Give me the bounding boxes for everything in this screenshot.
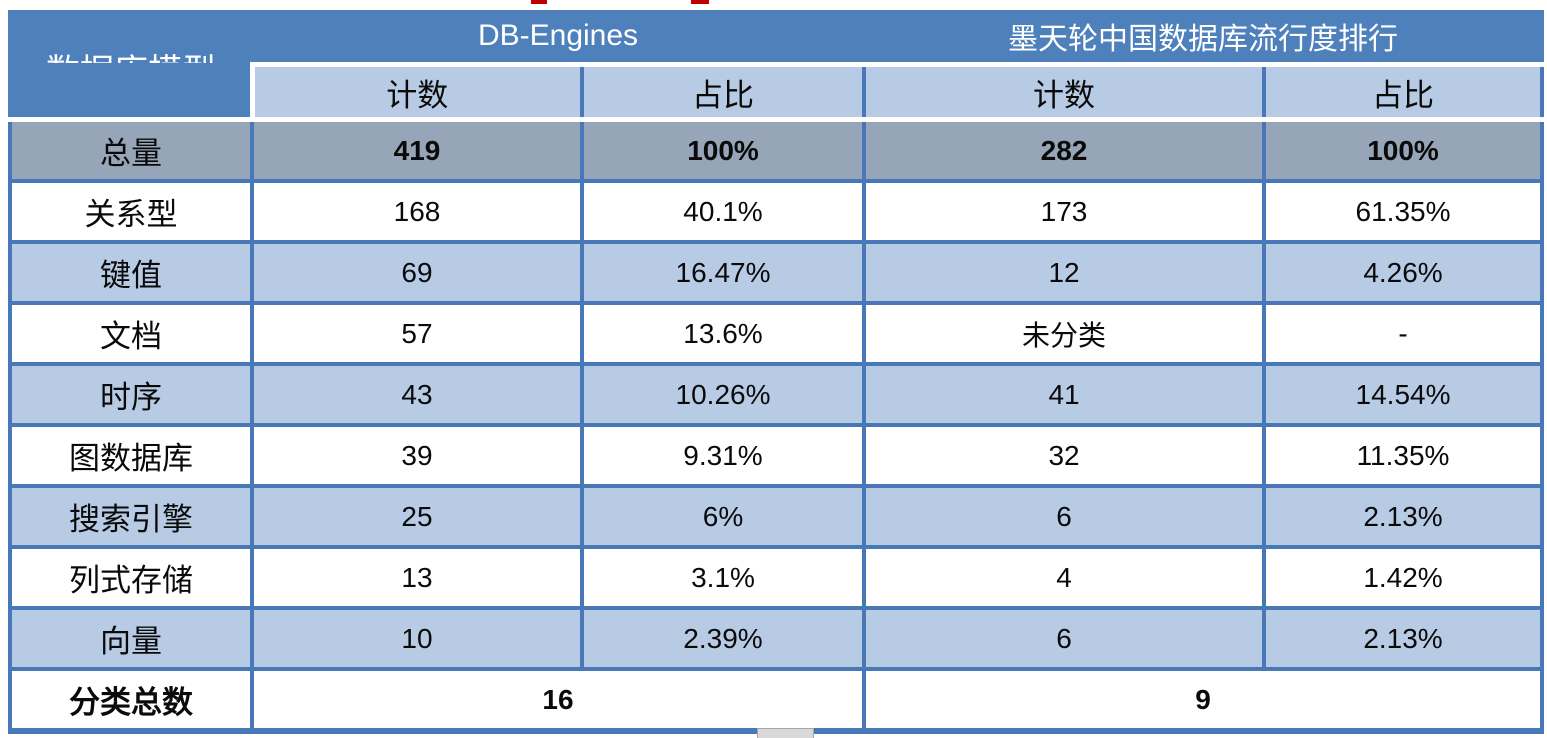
row-label: 总量 [8,119,254,183]
table-row-relational: 关系型 168 40.1% 173 61.35% [8,179,1545,244]
row-label: 列式存储 [8,545,254,610]
cell-db-count: 39 [250,423,584,488]
corner-header-spacer [8,64,255,122]
cell-mtl-count: 4 [862,545,1267,610]
cell-db-count: 25 [250,484,584,549]
table-row-time-series: 时序 43 10.26% 41 14.54% [8,362,1545,427]
cell-db-share: 13.6% [579,301,867,366]
bottom-scrollbar-fragment [757,728,814,738]
cell-mtl-count: 6 [862,484,1267,549]
cropped-red-text-fragment-left [531,0,547,4]
cell-mtl-share: 4.26% [1262,240,1545,305]
total-mtl-share: 100% [1262,119,1545,183]
total-row: 总量 419 100% 282 100% [8,119,1545,183]
table-row-graph: 图数据库 39 9.31% 32 11.35% [8,423,1545,488]
cell-mtl-count: 未分类 [862,301,1267,366]
row-label: 图数据库 [8,423,254,488]
row-label: 搜索引擎 [8,484,254,549]
total-mtl-count: 282 [862,119,1267,183]
subheader-db-engines-count: 计数 [250,64,584,122]
cell-mtl-share: 14.54% [1262,362,1545,427]
row-label: 键值 [8,240,254,305]
footer-db-category-count: 16 [249,667,867,734]
cell-mtl-share: 11.35% [1262,423,1545,488]
subheader-db-engines-share: 占比 [579,64,867,122]
row-label: 分类总数 [8,667,254,734]
corner-header-cell: 数据库模型 [8,10,254,67]
table-row-document: 文档 57 13.6% 未分类 - [8,301,1545,366]
cell-db-count: 10 [250,606,584,671]
cell-db-share: 10.26% [579,362,867,427]
subheader-motianlun-count: 计数 [862,64,1267,122]
table-row-columnar: 列式存储 13 3.1% 4 1.42% [8,545,1545,610]
total-db-count: 419 [250,119,584,183]
cell-db-share: 16.47% [579,240,867,305]
cropped-red-text-fragment-right [691,0,709,4]
cell-mtl-share: 2.13% [1262,484,1545,549]
cell-mtl-share: 61.35% [1262,179,1545,244]
table-row-key-value: 键值 69 16.47% 12 4.26% [8,240,1545,305]
source-header-motianlun: 墨天轮中国数据库流行度排行 [862,10,1545,67]
cell-mtl-share: 1.42% [1262,545,1545,610]
row-label: 时序 [8,362,254,427]
table-row-vector: 向量 10 2.39% 6 2.13% [8,606,1545,671]
cell-db-count: 43 [250,362,584,427]
source-header-db-engines: DB-Engines [249,10,867,67]
row-label: 向量 [8,606,254,671]
subheader-motianlun-share: 占比 [1262,64,1545,122]
row-label: 关系型 [8,179,254,244]
footer-mtl-category-count: 9 [862,667,1545,734]
cell-db-count: 13 [250,545,584,610]
header-row-metrics: 计数 占比 计数 占比 [8,64,1545,122]
cell-db-share: 6% [579,484,867,549]
cell-db-share: 9.31% [579,423,867,488]
cell-db-share: 40.1% [579,179,867,244]
cell-mtl-count: 41 [862,362,1267,427]
cell-mtl-count: 12 [862,240,1267,305]
cell-mtl-share: 2.13% [1262,606,1545,671]
row-label: 文档 [8,301,254,366]
cell-mtl-count: 173 [862,179,1267,244]
total-db-share: 100% [579,119,867,183]
cell-mtl-count: 32 [862,423,1267,488]
header-row-sources: 数据库模型 DB-Engines 墨天轮中国数据库流行度排行 [8,10,1545,67]
database-model-comparison-table: 数据库模型 DB-Engines 墨天轮中国数据库流行度排行 计数 占比 计数 … [8,10,1545,734]
corner-header-label: 数据库模型 [14,10,248,61]
cell-mtl-count: 6 [862,606,1267,671]
cell-db-count: 57 [250,301,584,366]
cell-db-count: 69 [250,240,584,305]
cell-mtl-share: - [1262,301,1545,366]
cell-db-count: 168 [250,179,584,244]
category-total-row: 分类总数 16 9 [8,667,1545,734]
cell-db-share: 2.39% [579,606,867,671]
table-row-search-engine: 搜索引擎 25 6% 6 2.13% [8,484,1545,549]
cell-db-share: 3.1% [579,545,867,610]
